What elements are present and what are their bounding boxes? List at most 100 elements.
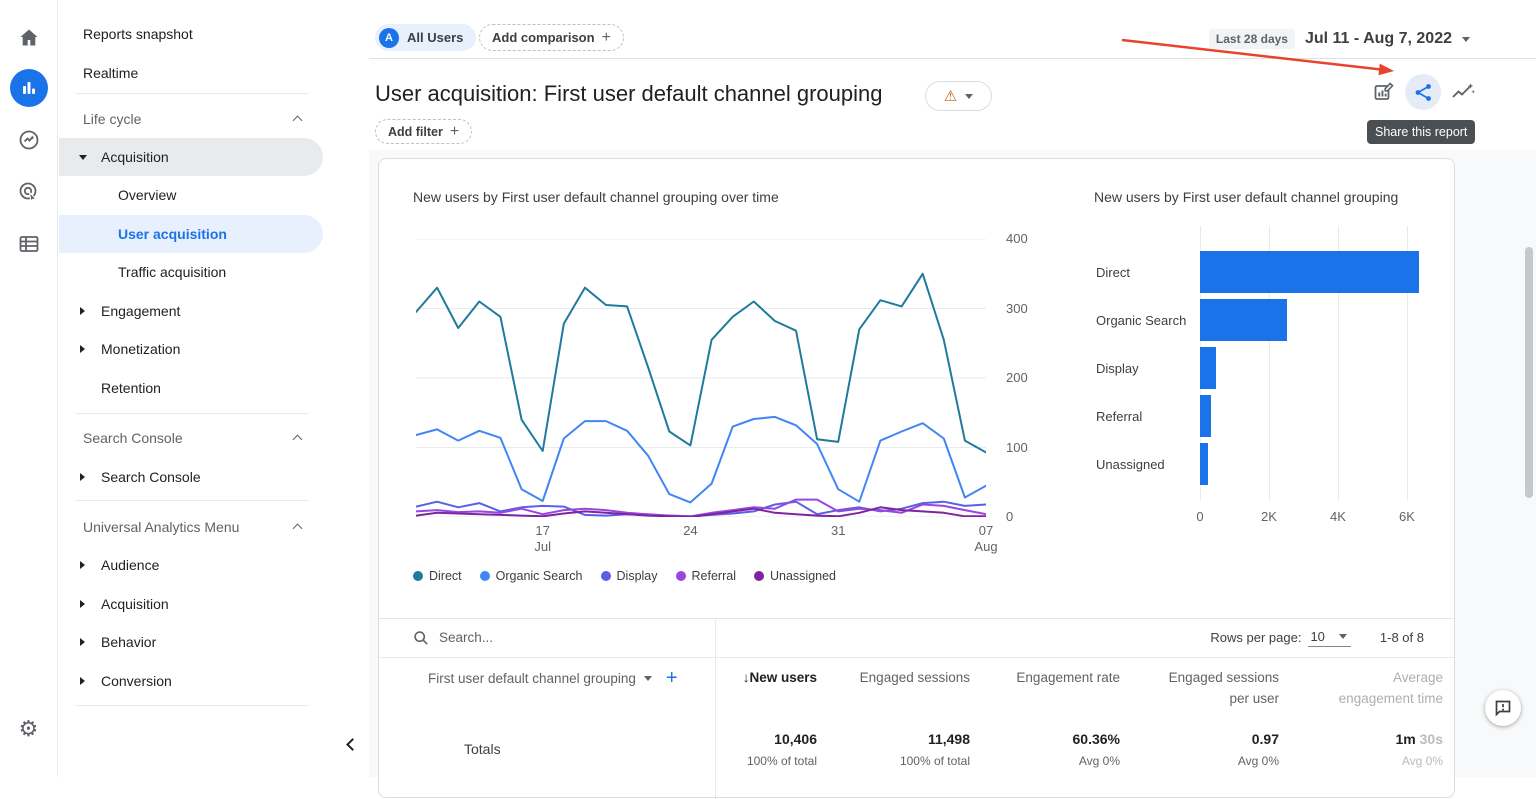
caret-collapsed-icon — [80, 561, 85, 569]
data-quality-warning-pill[interactable]: ⚠ — [925, 81, 992, 111]
bar-x-axis-tick: 4K — [1323, 509, 1353, 524]
sidebar-item-monetization[interactable]: Monetization — [59, 331, 323, 367]
sidebar-item-audience[interactable]: Audience — [59, 547, 323, 583]
x-axis-tick: 31 — [813, 523, 863, 539]
section-universal-analytics-menu[interactable]: Universal Analytics Menu — [59, 513, 323, 541]
feedback-icon — [1494, 699, 1512, 717]
explore-icon[interactable] — [17, 128, 41, 152]
sidebar-item-traffic-acquisition[interactable]: Traffic acquisition — [59, 254, 323, 290]
sidebar-item-ua-acquisition[interactable]: Acquisition — [59, 586, 323, 622]
column-header-engagement-rate[interactable]: Engagement rate — [960, 667, 1120, 688]
add-filter-button[interactable]: Add filter+ — [375, 119, 472, 144]
y-axis-tick: 200 — [1006, 370, 1040, 385]
bar[interactable] — [1200, 251, 1419, 293]
divider — [75, 413, 309, 414]
divider — [75, 93, 309, 94]
add-comparison-button[interactable]: Add comparison+ — [479, 24, 624, 51]
caret-expanded-icon — [79, 155, 87, 160]
date-range-value: Jul 11 - Aug 7, 2022 — [1305, 30, 1452, 48]
y-axis-tick: 400 — [1006, 231, 1040, 246]
bar[interactable] — [1200, 299, 1287, 341]
sidebar-item-reports-snapshot[interactable]: Reports snapshot — [59, 16, 323, 52]
totals-average-engagement-time: 1m 30sAvg 0% — [1283, 731, 1443, 768]
legend-item[interactable]: Referral — [676, 569, 736, 583]
bar[interactable] — [1200, 347, 1216, 389]
table-search-field[interactable]: Search... — [413, 618, 493, 657]
share-report-button[interactable] — [1405, 74, 1441, 110]
legend-item[interactable]: Display — [601, 569, 658, 583]
sidebar-item-conversion[interactable]: Conversion — [59, 663, 323, 699]
chevron-up-icon — [293, 435, 303, 445]
divider — [75, 705, 309, 706]
chevron-down-icon — [1339, 634, 1347, 639]
vertical-scrollbar[interactable] — [1525, 247, 1533, 498]
caret-collapsed-icon — [80, 638, 85, 646]
y-axis-tick: 300 — [1006, 301, 1040, 316]
search-icon — [413, 630, 429, 646]
bar-category-label: Unassigned — [1096, 443, 1191, 485]
sidebar-item-overview[interactable]: Overview — [59, 177, 323, 213]
audience-chip-all-users[interactable]: A All Users — [375, 24, 476, 51]
legend-item[interactable]: Organic Search — [480, 569, 583, 583]
legend-dot — [413, 571, 423, 581]
admin-gear-icon[interactable]: ⚙ — [19, 718, 39, 740]
chevron-up-icon — [293, 116, 303, 126]
line-chart-legend: Direct Organic Search Display Referral Unass… — [413, 569, 836, 583]
sidebar-item-search-console[interactable]: Search Console — [59, 459, 323, 495]
line-chart-title: New users by First user default channel … — [413, 189, 779, 205]
bar-x-axis-tick: 6K — [1392, 509, 1422, 524]
home-icon[interactable] — [17, 26, 41, 50]
chevron-up-icon — [293, 524, 303, 534]
caret-collapsed-icon — [80, 307, 85, 315]
bar-category-label: Organic Search — [1096, 299, 1191, 341]
sidebar-item-realtime[interactable]: Realtime — [59, 55, 323, 91]
insights-icon[interactable] — [1450, 80, 1476, 104]
page-title: User acquisition: First user default cha… — [375, 81, 883, 107]
bar-chart-title: New users by First user default channel … — [1094, 189, 1398, 205]
report-card: New users by First user default channel … — [378, 158, 1455, 798]
sidebar-item-behavior[interactable]: Behavior — [59, 624, 323, 660]
legend-item[interactable]: Unassigned — [754, 569, 836, 583]
sidebar-item-user-acquisition[interactable]: User acquisition — [59, 215, 323, 253]
share-tooltip: Share this report — [1367, 120, 1475, 144]
sidebar-item-engagement[interactable]: Engagement — [59, 293, 323, 329]
chevron-left-icon — [346, 738, 359, 751]
totals-row-label: Totals — [464, 741, 501, 757]
caret-collapsed-icon — [80, 600, 85, 608]
caret-collapsed-icon — [80, 345, 85, 353]
advertising-icon[interactable] — [17, 180, 41, 204]
section-search-console[interactable]: Search Console — [59, 424, 323, 452]
library-icon[interactable] — [17, 232, 41, 256]
dimension-column-header[interactable]: First user default channel grouping + — [428, 667, 678, 690]
bar-x-axis-tick: 0 — [1185, 509, 1215, 524]
sidebar-item-acquisition[interactable]: Acquisition — [59, 138, 323, 176]
x-axis-tick: 24 — [665, 523, 715, 539]
column-header-new-users[interactable]: ↓New users — [657, 667, 817, 688]
y-axis-tick: 100 — [1006, 440, 1040, 455]
rows-per-page-select[interactable]: 10 — [1308, 629, 1350, 647]
audience-avatar: A — [379, 28, 399, 48]
reports-sidebar: Reports snapshot Realtime Life cycle Acq… — [59, 0, 368, 777]
sidebar-item-retention[interactable]: Retention — [59, 370, 323, 406]
line-chart-plot[interactable] — [416, 239, 986, 517]
totals-new-users: 10,406100% of total — [657, 731, 817, 768]
legend-item[interactable]: Direct — [413, 569, 462, 583]
date-range-picker[interactable]: Last 28 days Jul 11 - Aug 7, 2022 — [1209, 29, 1470, 49]
bar-x-axis-tick: 2K — [1254, 509, 1284, 524]
feedback-button[interactable] — [1485, 690, 1521, 726]
x-axis-tick: 07Aug — [961, 523, 1011, 555]
section-life-cycle[interactable]: Life cycle — [59, 105, 323, 133]
bar[interactable] — [1200, 395, 1211, 437]
legend-dot — [480, 571, 490, 581]
totals-engagement-rate: 60.36%Avg 0% — [960, 731, 1120, 768]
column-header-average-engagement-time[interactable]: Averageengagement time — [1283, 667, 1443, 709]
reports-icon[interactable] — [10, 69, 48, 107]
collapse-sidebar-button[interactable] — [342, 735, 362, 755]
y-axis-tick: 0 — [1006, 509, 1040, 524]
customize-report-icon[interactable] — [1372, 80, 1396, 104]
bar[interactable] — [1200, 443, 1208, 485]
column-header-engaged-sessions-per-user[interactable]: Engaged sessionsper user — [1119, 667, 1279, 709]
chevron-down-icon — [1462, 37, 1470, 42]
app-icon-rail: ⚙ — [0, 0, 58, 777]
column-header-engaged-sessions[interactable]: Engaged sessions — [810, 667, 970, 688]
